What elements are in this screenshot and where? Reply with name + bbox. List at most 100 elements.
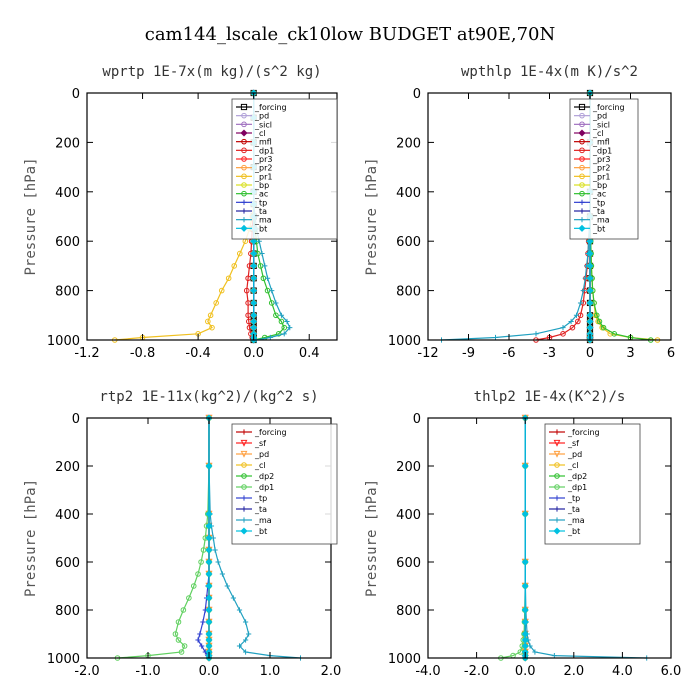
series-line-dp1 [500,418,526,659]
data-point [205,582,213,590]
legend-marker [554,429,560,435]
data-point [568,318,574,325]
legend-label: _cl [254,129,266,138]
legend-label: _dp2 [567,472,587,481]
data-point [596,318,603,325]
legend-label: _ta [254,207,267,216]
data-point [259,250,265,257]
data-point [287,325,293,331]
y-tick-label: 800 [396,285,421,300]
panel-title: rtp2 1E-11x(kg^2)/(kg^2 s) [99,389,318,405]
data-point [262,263,268,269]
y-tick-label: 400 [396,508,421,523]
legend-label: _forcing [254,103,287,112]
data-point [521,510,529,518]
legend-marker [241,517,247,523]
data-point [580,288,586,294]
x-tick-label: 0.0 [199,664,220,679]
data-point [586,274,594,282]
data-point [215,559,221,565]
legend-marker [579,182,585,188]
x-tick-label: 2.0 [563,664,584,679]
legend: _forcing_pd_sicl_cl_mfl_dp1_pr3_pr2_pr1_… [231,98,338,240]
x-tick-label: 3 [626,346,634,361]
data-point [205,522,213,530]
legend-label: _bp [254,181,269,190]
legend-label: _ma [592,216,610,225]
legend-marker [579,173,585,180]
legend-marker [241,156,247,162]
y-tick-label: 0 [72,412,80,427]
legend-marker [240,103,248,111]
data-point [205,606,213,614]
data-point [243,287,250,294]
data-point [269,288,275,294]
y-tick-label: 200 [396,460,421,475]
data-point [600,324,607,331]
x-tick-label: -4.0 [415,664,440,679]
y-tick-label: 400 [55,186,80,201]
x-tick-label: -1.0 [135,664,160,679]
y-tick-label: 600 [396,235,421,250]
data-point [532,649,538,655]
legend-marker [241,121,247,128]
legend-label: _dp1 [254,146,274,155]
legend-label: _tp [592,198,605,207]
data-point [573,312,580,318]
legend-marker [553,439,561,447]
legend-marker [241,199,247,205]
data-point [207,312,214,319]
legend-marker [553,450,561,458]
data-point [199,643,205,649]
data-point [230,595,236,601]
data-point [212,547,218,553]
legend-label: _pr1 [592,172,610,181]
data-point [521,618,529,626]
legend-marker [554,462,560,468]
series-group [114,414,304,662]
legend-label: _pr3 [254,155,272,164]
legend-marker [240,450,248,458]
legend-marker [579,138,585,145]
legend-marker [579,199,585,205]
data-point [205,570,213,578]
legend-marker [554,484,560,490]
data-point [231,263,238,269]
data-point [250,274,258,282]
legend-marker [241,164,247,171]
chart-panel-3: rtp2 1E-11x(kg^2)/(kg^2 s) Pressure [hPa]… [23,389,341,679]
legend-label: _tp [567,494,580,503]
data-point [175,619,182,625]
legend-label: _mfl [592,138,610,147]
data-point [593,312,600,319]
data-point [586,299,594,307]
legend-marker [578,103,586,111]
x-tick-label: -1.2 [74,346,99,361]
data-point [236,250,243,257]
data-point [246,631,252,637]
y-axis-label: Pressure [hPa] [364,157,380,275]
data-point [521,462,529,470]
data-point [205,546,213,554]
data-point [560,331,566,337]
x-tick-label: -0.8 [130,346,155,361]
data-point [492,334,499,341]
legend-marker [554,473,560,479]
data-point [205,318,211,325]
data-point [205,594,213,602]
data-point [186,595,192,601]
legend-label: _ma [254,516,272,525]
data-point [575,318,581,325]
legend-label: _sf [567,439,579,448]
data-point [225,275,232,282]
legend-label: _tp [254,494,267,503]
y-tick-label: 1000 [47,652,80,667]
panel-title: wprtp 1E-7x(m kg)/(s^2 kg) [102,64,321,80]
legend-label: _pr2 [592,164,610,173]
legend-box [231,423,338,545]
chart-panel-1: wprtp 1E-7x(m kg)/(s^2 kg) Pressure [hPa]… [23,64,338,361]
x-tick-label: -9 [462,346,475,361]
y-tick-label: 1000 [47,334,80,349]
legend-label: _bt [254,527,267,536]
